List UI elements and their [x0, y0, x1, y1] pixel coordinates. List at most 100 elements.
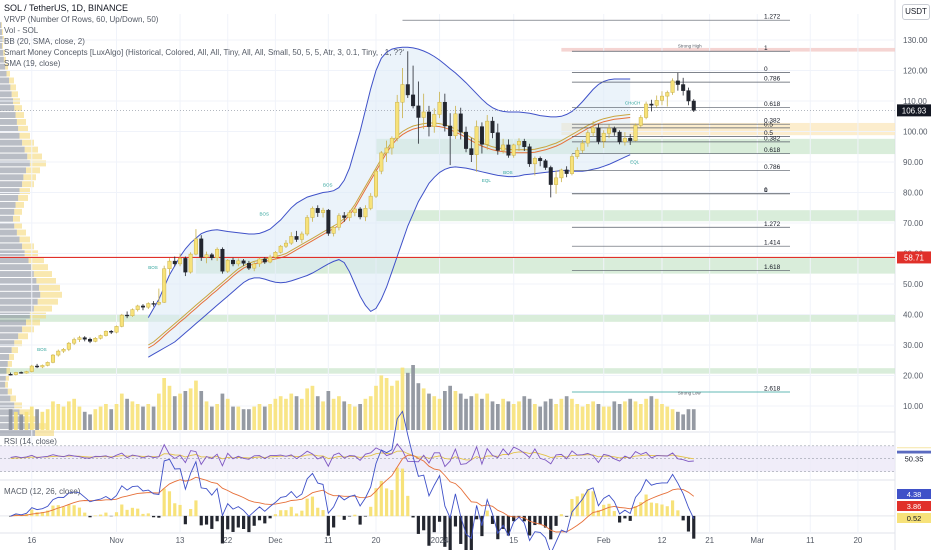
profile-row [0, 118, 17, 125]
volume-bar [628, 398, 633, 430]
candle-body [119, 314, 124, 327]
macd-hist-bar [686, 515, 691, 532]
volume-bar [77, 406, 82, 430]
candle-body [389, 137, 394, 149]
volume-bar [305, 388, 310, 430]
time-tick-label: 15 [509, 536, 518, 545]
volume-bar [326, 391, 331, 430]
volume-bar [522, 396, 527, 430]
zone-3 [376, 210, 895, 222]
candle-body [204, 254, 209, 258]
profile-row [0, 70, 7, 77]
fibonacci-levels: 1.272100.7860.6180.3820.50.50.3820.6180.… [0, 14, 895, 392]
candle-body [77, 337, 82, 340]
candle-body [638, 117, 643, 126]
profile-row [0, 340, 15, 347]
volume-bar [559, 398, 564, 430]
volume-bar [654, 398, 659, 430]
profile-row-up [29, 312, 46, 319]
zone-6 [0, 368, 895, 374]
sma19-line [148, 113, 631, 346]
candle-body [591, 127, 596, 133]
profile-row [0, 236, 20, 243]
volume-bar [204, 401, 209, 430]
volume-bar [474, 393, 479, 430]
candle-body [183, 258, 188, 273]
profile-row [0, 305, 34, 312]
volume-bar [390, 385, 394, 430]
macd-pane-label[interactable]: MACD (12, 26, close) [4, 487, 81, 496]
profile-row-up [13, 215, 20, 222]
macd-hist-bar [210, 515, 214, 529]
macd-hist-bar [263, 515, 267, 524]
time-axis[interactable]: 16 Nov 13 22 Dec 11 20 2024 15 Feb 12 21 Mar 11 20 [27, 536, 863, 545]
volume-bar [241, 409, 246, 430]
macd-hist-bar [99, 514, 103, 517]
candle-body [612, 128, 617, 133]
macd-tag [897, 501, 931, 511]
profile-row [0, 388, 8, 395]
indicator-volume-label[interactable]: Vol - SOL [4, 26, 39, 35]
rsi-pane-label[interactable]: RSI (14, close) [4, 437, 57, 446]
profile-row-up [6, 367, 10, 374]
candle-body [511, 144, 516, 156]
price-tick-label: 110.00 [903, 97, 927, 106]
price-axis[interactable]: 130.00120.00110.00100.0090.0080.0070.006… [897, 36, 931, 411]
macd-hist-bar [316, 507, 320, 517]
macd-tag-label: 4.38 [907, 490, 922, 499]
fib-label: 1.618 [764, 264, 781, 271]
fib-label: 0.5 [764, 121, 773, 128]
macd-hist-bar [618, 515, 622, 523]
candle-body [326, 209, 331, 234]
macd-hist-bar [681, 515, 685, 521]
candle-body [585, 132, 590, 144]
candle-body [522, 141, 527, 147]
volume-bar [442, 391, 447, 430]
profile-row [0, 77, 10, 84]
profile-row-up [5, 374, 9, 381]
volume-bar [8, 409, 13, 430]
profile-row [0, 49, 4, 56]
profile-row [0, 291, 41, 298]
volume-bar [633, 401, 638, 430]
currency-button[interactable]: USDT [902, 4, 930, 20]
volume-bar [310, 385, 315, 430]
profile-row [0, 381, 6, 388]
macd-hist-bar [406, 495, 410, 517]
candle-body [24, 371, 29, 374]
indicator-bb-label[interactable]: BB (20, SMA, close, 2) [4, 37, 85, 46]
profile-row [0, 160, 30, 167]
indicator-sma-label[interactable]: SMA (19, close) [4, 59, 61, 68]
candle-body [569, 156, 574, 174]
profile-row-up [5, 63, 8, 70]
volume-bar [480, 398, 484, 430]
volume-bar [257, 404, 262, 430]
indicator-vrvp-label[interactable]: VRVP (Number Of Rows, 60, Up/Down, 50) [4, 15, 159, 24]
profile-row [0, 367, 7, 374]
candle-body [379, 152, 384, 172]
volume-bar [585, 404, 590, 430]
fib-label: 2.618 [764, 385, 781, 392]
volume-bar [379, 375, 384, 430]
candle-body [278, 245, 283, 253]
macd-tag [897, 489, 931, 499]
price-tick-label: 120.00 [903, 67, 928, 76]
macd-hist-bar [522, 515, 526, 522]
candle-body [691, 100, 696, 111]
candle-body [29, 365, 34, 372]
profile-row-up [7, 388, 12, 395]
volume-bar [400, 367, 405, 430]
macd-hist-bar [586, 489, 590, 517]
volume-bar [98, 406, 103, 430]
volume-bar [596, 404, 601, 430]
profile-row [0, 208, 15, 215]
macd-hist-bar [67, 504, 71, 517]
macd-hist-bar [220, 515, 225, 544]
profile-row-up [11, 347, 18, 354]
candle-body [61, 349, 66, 352]
profile-row [0, 153, 28, 160]
profile-row-up [7, 360, 12, 367]
profile-row-up [3, 56, 6, 63]
indicator-smc-label[interactable]: Smart Money Concepts [LuxAlgo] (Historic… [4, 48, 404, 57]
macd-hist-bar [580, 493, 585, 517]
